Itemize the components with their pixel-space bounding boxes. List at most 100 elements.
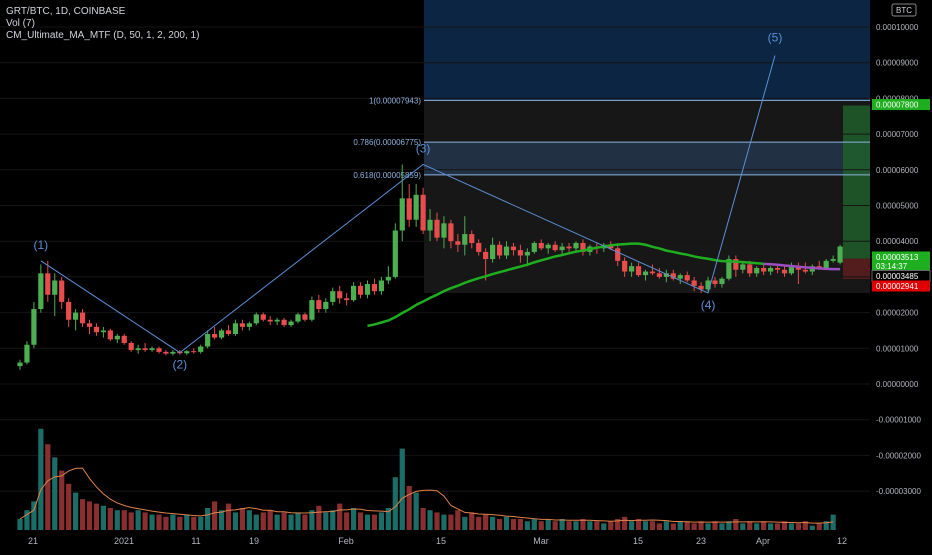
candle bbox=[399, 164, 405, 242]
volume-bar bbox=[232, 512, 239, 530]
candle-body bbox=[59, 280, 65, 302]
volume-bar bbox=[823, 521, 829, 530]
volume-bar bbox=[330, 510, 336, 530]
volume-bar bbox=[45, 444, 51, 530]
volume-bar bbox=[93, 503, 100, 530]
time-tick-label: Apr bbox=[756, 536, 770, 546]
volume-bar bbox=[608, 521, 614, 530]
volume-bar bbox=[510, 519, 517, 530]
candle-body bbox=[38, 273, 44, 310]
volume-bar bbox=[649, 521, 656, 530]
candle bbox=[712, 276, 718, 288]
volume-bar bbox=[316, 505, 322, 530]
candle bbox=[830, 255, 836, 263]
candle-body bbox=[469, 234, 475, 243]
position-loss-zone bbox=[843, 258, 870, 280]
price-tag-label: 0.00007800 bbox=[876, 101, 919, 110]
volume-bar bbox=[52, 457, 58, 530]
volume-bar bbox=[795, 523, 801, 530]
volume-bar bbox=[392, 477, 398, 530]
volume-bar bbox=[281, 512, 287, 530]
volume-bar bbox=[239, 508, 245, 530]
candle bbox=[448, 219, 454, 249]
wave-label: (4) bbox=[701, 298, 716, 312]
volume-bar bbox=[267, 510, 273, 530]
candle bbox=[420, 187, 426, 235]
candle bbox=[100, 326, 106, 338]
candle bbox=[677, 273, 683, 285]
legend-indicator: CM_Ultimate_MA_MTF (D, 50, 1, 2, 200, 1) bbox=[6, 30, 200, 41]
candle bbox=[684, 271, 690, 283]
price-tick-label: 0.00002000 bbox=[876, 309, 919, 318]
candle bbox=[691, 276, 697, 292]
candle bbox=[496, 241, 503, 260]
candle-body bbox=[24, 344, 30, 363]
candle-body bbox=[622, 260, 628, 272]
candle-body bbox=[552, 244, 558, 251]
candle bbox=[205, 330, 211, 349]
candle-body bbox=[496, 244, 503, 256]
volume-bar bbox=[17, 519, 23, 530]
time-tick-label: 11 bbox=[191, 536, 200, 546]
price-tick-label: 0.00000000 bbox=[876, 380, 919, 389]
candle-body bbox=[649, 271, 656, 274]
candle-body bbox=[524, 251, 530, 256]
candle-body bbox=[371, 284, 378, 292]
candle bbox=[260, 312, 266, 322]
candle-body bbox=[198, 346, 204, 352]
candle bbox=[212, 326, 218, 340]
candle bbox=[253, 312, 259, 326]
price-tick-label: 0.00009000 bbox=[876, 59, 919, 68]
candle-body bbox=[747, 264, 753, 274]
candle-body bbox=[788, 266, 795, 274]
candle bbox=[635, 262, 642, 277]
candle bbox=[642, 269, 649, 281]
candle bbox=[441, 216, 447, 249]
candle-body bbox=[802, 269, 808, 272]
candle-body bbox=[17, 362, 23, 367]
price-tick-label: -0.00003000 bbox=[876, 487, 921, 496]
chart-legend: GRT/BTC, 1D, COINBASE Vol (7) CM_Ultimat… bbox=[6, 6, 199, 42]
candle bbox=[170, 350, 176, 356]
volume-bar bbox=[448, 514, 454, 530]
volume-bar bbox=[802, 521, 808, 530]
candle-body bbox=[114, 335, 120, 340]
time-tick-label: Feb bbox=[338, 536, 354, 546]
volume-bar bbox=[114, 510, 120, 530]
candle-body bbox=[128, 342, 134, 351]
wave-label: (3) bbox=[416, 141, 431, 155]
price-tag bbox=[872, 251, 930, 263]
volume-bar bbox=[128, 512, 134, 530]
fib-label: 1(0.00007943) bbox=[369, 96, 421, 105]
candle-body bbox=[642, 271, 649, 276]
volume-bar bbox=[587, 521, 593, 530]
candle-body bbox=[357, 285, 364, 295]
volume-bar bbox=[163, 516, 169, 530]
candle-body bbox=[545, 244, 551, 249]
candle bbox=[246, 321, 252, 331]
volume-bar bbox=[740, 523, 746, 530]
price-tick-label: 0.00001000 bbox=[876, 344, 919, 353]
candle bbox=[93, 323, 100, 336]
volume-bar bbox=[573, 521, 579, 530]
volume-bar bbox=[635, 519, 642, 530]
time-tick-label: 15 bbox=[436, 536, 446, 546]
volume-bar bbox=[559, 519, 565, 530]
time-tick-label: 21 bbox=[28, 536, 38, 546]
wave-label: (1) bbox=[34, 238, 49, 252]
candle-body bbox=[503, 246, 510, 256]
candle-body bbox=[191, 351, 197, 353]
candle-body bbox=[316, 300, 322, 310]
candle-body bbox=[107, 330, 113, 340]
candle bbox=[364, 280, 371, 299]
volume-bar bbox=[809, 525, 815, 530]
volume-bar bbox=[719, 523, 725, 530]
wave-label: (5) bbox=[768, 31, 783, 45]
candle-body bbox=[246, 323, 252, 327]
candle bbox=[344, 292, 350, 306]
volume-bar bbox=[337, 503, 343, 530]
candle bbox=[552, 241, 558, 252]
volume-bar bbox=[218, 510, 225, 530]
